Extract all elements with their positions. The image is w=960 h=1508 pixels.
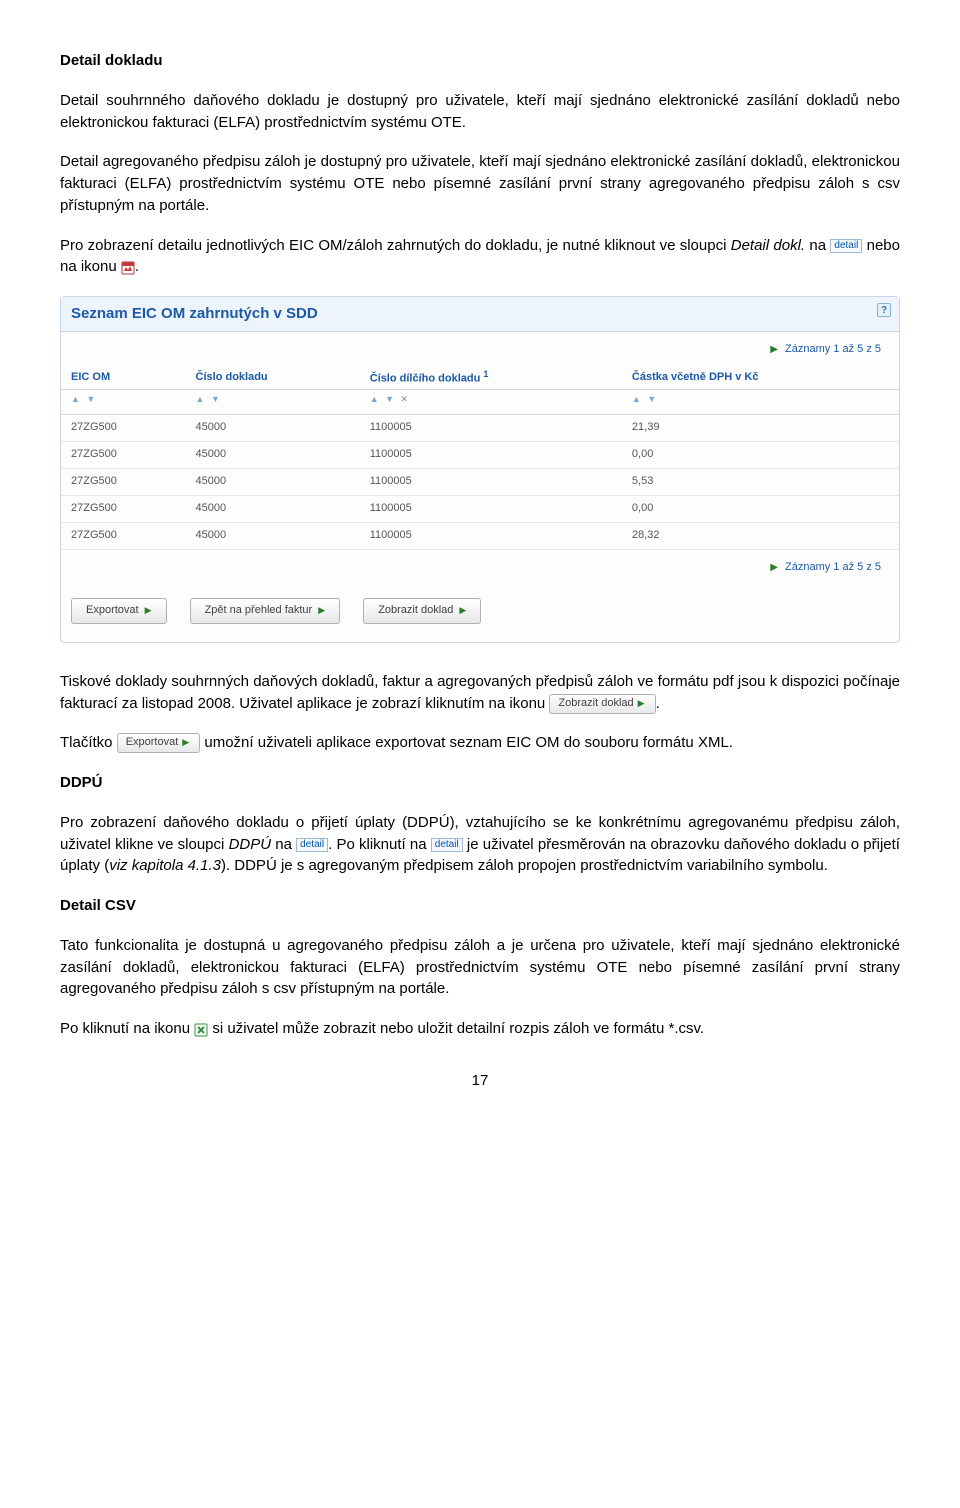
text: . [135, 258, 139, 275]
cell-castka: 0,00 [622, 496, 899, 523]
show-doc-button[interactable]: Zobrazit doklad ▶ [363, 598, 481, 624]
button-label: Zobrazit doklad [378, 604, 453, 616]
text: . [656, 695, 660, 712]
sort-icons[interactable]: ▲ ▼ [632, 394, 658, 404]
paragraph: Po kliknutí na ikonu si uživatel může zo… [60, 1018, 900, 1040]
export-button[interactable]: Exportovat ▶ [71, 598, 167, 624]
table-row: 27ZG500 45000 1100005 0,00 [61, 496, 899, 523]
zobrazit-doklad-button-inline[interactable]: Zobrazit doklad ▶ [549, 694, 655, 714]
chevron-right-icon: ▶ [318, 605, 325, 615]
paragraph: Pro zobrazení detailu jednotlivých EIC O… [60, 235, 900, 279]
cell-castka: 28,32 [622, 522, 899, 549]
cell-dilci: 1100005 [360, 522, 622, 549]
text: Pro zobrazení detailu jednotlivých EIC O… [60, 237, 731, 254]
text: si uživatel může zobrazit nebo uložit de… [212, 1020, 704, 1037]
records-text: Záznamy 1 až 5 z 5 [785, 561, 881, 573]
table-row: 27ZG500 45000 1100005 0,00 [61, 442, 899, 469]
paragraph: Detail souhrnného daňového dokladu je do… [60, 90, 900, 134]
text: . Po kliknutí na [328, 836, 431, 853]
cell-dilci: 1100005 [360, 496, 622, 523]
chevron-right-icon: ▶ [770, 561, 778, 576]
cell-eic: 27ZG500 [61, 442, 186, 469]
cell-eic: 27ZG500 [61, 496, 186, 523]
text: Po kliknutí na ikonu [60, 1020, 194, 1037]
panel-title-text: Seznam EIC OM zahrnutých v SDD [71, 305, 318, 322]
chevron-right-icon: ▶ [638, 698, 645, 708]
back-button[interactable]: Zpět na přehled faktur ▶ [190, 598, 341, 624]
heading-ddpu: DDPÚ [60, 772, 900, 794]
chevron-right-icon: ▶ [145, 605, 152, 615]
text: ). DDPÚ je s agregovaným předpisem záloh… [221, 857, 828, 874]
heading-detail-csv: Detail CSV [60, 895, 900, 917]
cell-castka: 5,53 [622, 469, 899, 496]
records-bottom: ▶ Záznamy 1 až 5 z 5 [61, 550, 899, 582]
col-castka[interactable]: Částka včetně DPH v Kč [622, 364, 899, 390]
col-dilci-sup: 1 [483, 369, 488, 379]
cell-cislo: 45000 [186, 415, 360, 442]
text-italic: Detail dokl. [731, 237, 805, 254]
button-label: Exportovat [86, 604, 139, 616]
table-row: 27ZG500 45000 1100005 21,39 [61, 415, 899, 442]
button-label: Exportovat [126, 736, 179, 748]
col-eic[interactable]: EIC OM [61, 364, 186, 390]
cell-eic: 27ZG500 [61, 522, 186, 549]
col-cislo[interactable]: Číslo dokladu [186, 364, 360, 390]
cell-dilci: 1100005 [360, 469, 622, 496]
text: na [805, 237, 830, 254]
detail-badge-icon[interactable]: detail [431, 838, 463, 852]
text-italic: viz kapitola 4.1.3 [109, 857, 221, 874]
eic-table: EIC OM Číslo dokladu Číslo dílčího dokla… [61, 364, 899, 550]
cell-cislo: 45000 [186, 442, 360, 469]
chevron-right-icon: ▶ [459, 605, 466, 615]
text: Tiskové doklady souhrnných daňových dokl… [60, 673, 900, 712]
text: umožní uživateli aplikace exportovat sez… [204, 734, 733, 751]
cell-cislo: 45000 [186, 496, 360, 523]
sort-row: ▲ ▼ ▲ ▼ ▲ ▼ ✕ ▲ ▼ [61, 390, 899, 415]
cell-castka: 0,00 [622, 442, 899, 469]
text-italic: DDPÚ [229, 836, 272, 853]
table-row: 27ZG500 45000 1100005 5,53 [61, 469, 899, 496]
heading-detail-dokladu: Detail dokladu [60, 50, 900, 72]
col-dilci-label: Číslo dílčího dokladu [370, 372, 481, 384]
cell-dilci: 1100005 [360, 415, 622, 442]
page-number: 17 [60, 1070, 900, 1092]
exportovat-button-inline[interactable]: Exportovat▶ [117, 733, 201, 753]
help-icon[interactable]: ? [877, 303, 891, 317]
paragraph: Detail agregovaného předpisu záloh je do… [60, 151, 900, 216]
chevron-right-icon: ▶ [770, 343, 778, 358]
detail-badge-icon[interactable]: detail [830, 239, 862, 253]
cell-cislo: 45000 [186, 522, 360, 549]
sort-icons[interactable]: ▲ ▼ [196, 394, 222, 404]
detail-badge-icon[interactable]: detail [296, 838, 328, 852]
paragraph: Tlačítko Exportovat▶ umožní uživateli ap… [60, 732, 900, 754]
paragraph: Tato funkcionalita je dostupná u agregov… [60, 935, 900, 1000]
records-top: ▶ Záznamy 1 až 5 z 5 [61, 332, 899, 364]
text: Tlačítko [60, 734, 117, 751]
col-dilci[interactable]: Číslo dílčího dokladu 1 [360, 364, 622, 390]
cell-castka: 21,39 [622, 415, 899, 442]
cell-eic: 27ZG500 [61, 415, 186, 442]
pdf-icon[interactable] [121, 260, 135, 274]
sort-icons[interactable]: ▲ ▼ [71, 394, 97, 404]
excel-icon[interactable] [194, 1022, 208, 1036]
sort-icons[interactable]: ▲ ▼ ✕ [370, 394, 410, 404]
panel-title: Seznam EIC OM zahrnutých v SDD ? [61, 297, 899, 332]
records-text: Záznamy 1 až 5 z 5 [785, 343, 881, 355]
chevron-right-icon: ▶ [182, 737, 189, 747]
table-row: 27ZG500 45000 1100005 28,32 [61, 522, 899, 549]
eic-om-panel: Seznam EIC OM zahrnutých v SDD ? ▶ Zázna… [60, 296, 900, 643]
button-label: Zpět na přehled faktur [205, 604, 313, 616]
panel-button-bar: Exportovat ▶ Zpět na přehled faktur ▶ Zobr… [61, 582, 899, 642]
text: na [271, 836, 296, 853]
paragraph: Pro zobrazení daňového dokladu o přijetí… [60, 812, 900, 877]
button-label: Zobrazit doklad [558, 697, 633, 709]
cell-cislo: 45000 [186, 469, 360, 496]
cell-eic: 27ZG500 [61, 469, 186, 496]
paragraph: Tiskové doklady souhrnných daňových dokl… [60, 671, 900, 715]
cell-dilci: 1100005 [360, 442, 622, 469]
